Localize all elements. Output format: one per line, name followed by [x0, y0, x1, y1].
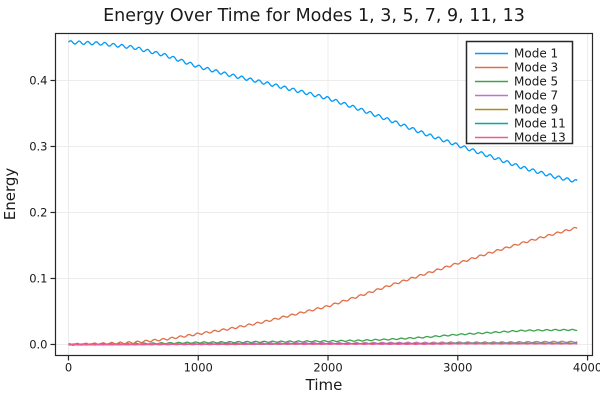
legend-label: Mode 13 — [514, 131, 566, 145]
legend-label: Mode 7 — [514, 89, 558, 103]
x-tick-label: 2000 — [313, 361, 342, 375]
legend-label: Mode 11 — [514, 117, 566, 131]
tick-layer: 0 1000 2000 3000 4000 0.0 0.1 0.2 0.3 0.4 — [29, 73, 600, 374]
y-tick-label: 0.4 — [29, 73, 47, 87]
x-tick-label: 1000 — [184, 361, 213, 375]
y-tick-label: 0.2 — [29, 205, 47, 219]
series-line-mode-5 — [68, 328, 578, 346]
y-tick-label: 0.0 — [29, 337, 47, 351]
legend-label: Mode 5 — [514, 75, 558, 89]
chart-title: Energy Over Time for Modes 1, 3, 5, 7, 9… — [103, 6, 525, 26]
x-tick-label: 4000 — [573, 361, 600, 375]
x-axis-label: Time — [305, 376, 343, 394]
y-axis-label: Energy — [1, 168, 19, 221]
plot-frame — [54, 32, 594, 357]
legend-label: Mode 1 — [514, 47, 558, 61]
series-line-mode-1 — [68, 40, 578, 183]
x-tick-label: 0 — [65, 361, 72, 375]
y-tick-label: 0.3 — [29, 139, 47, 153]
legend-label: Mode 3 — [514, 61, 558, 75]
y-tick-label: 0.1 — [29, 271, 47, 285]
legend-box — [465, 40, 574, 145]
series-line-mode-13 — [68, 342, 578, 346]
series-line-mode-3 — [68, 226, 578, 346]
series-layer — [68, 40, 578, 346]
legend-label: Mode 9 — [514, 103, 558, 117]
x-tick-label: 3000 — [443, 361, 472, 375]
